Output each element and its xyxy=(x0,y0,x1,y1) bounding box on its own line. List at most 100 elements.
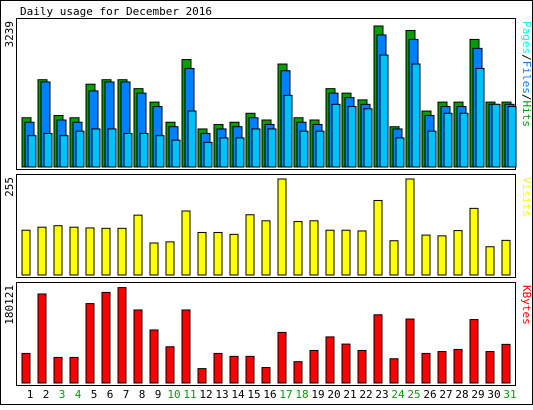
pages-bar-day-29 xyxy=(475,68,485,168)
kbytes-bar-day-17 xyxy=(277,331,287,384)
visits-bar-day-14 xyxy=(229,233,239,276)
pages-bar-day-28 xyxy=(459,112,469,168)
kbytes-bar-day-6 xyxy=(101,291,111,384)
day-label-13: 13 xyxy=(215,388,228,401)
bottom-bars xyxy=(21,287,511,384)
day-label-1: 1 xyxy=(27,388,34,401)
pages-bar-day-6 xyxy=(107,128,117,168)
legend-kbytes: KBytes xyxy=(520,285,533,325)
middle-max-label: 255 xyxy=(3,177,16,197)
pages-bar-day-19 xyxy=(315,130,325,168)
visits-bar-day-6 xyxy=(101,227,111,276)
day-label-29: 29 xyxy=(471,388,484,401)
pages-bar-day-8 xyxy=(139,132,149,168)
day-label-25: 25 xyxy=(407,388,420,401)
kbytes-bar-day-23 xyxy=(373,314,383,384)
kbytes-bar-day-10 xyxy=(165,346,175,384)
pages-bar-day-11 xyxy=(187,110,197,168)
day-label-7: 7 xyxy=(123,388,130,401)
pages-bar-day-4 xyxy=(75,130,85,168)
pages-bar-day-17 xyxy=(283,94,293,168)
pages-bar-day-12 xyxy=(203,141,213,168)
visits-bar-day-1 xyxy=(21,229,31,276)
day-label-22: 22 xyxy=(359,388,372,401)
top-bars xyxy=(21,25,517,168)
visits-bar-day-21 xyxy=(341,229,351,276)
visits-bar-day-7 xyxy=(117,227,127,276)
kbytes-bar-day-25 xyxy=(405,318,415,384)
pages-bar-day-14 xyxy=(235,137,245,168)
day-label-9: 9 xyxy=(155,388,162,401)
day-label-24: 24 xyxy=(391,388,405,401)
kbytes-bar-day-26 xyxy=(421,352,431,384)
kbytes-bar-day-15 xyxy=(245,355,255,384)
day-label-16: 16 xyxy=(263,388,276,401)
legend-files: Files xyxy=(520,61,533,94)
kbytes-bar-day-1 xyxy=(21,352,31,384)
kbytes-bar-day-5 xyxy=(85,303,95,384)
pages-bar-day-24 xyxy=(395,137,405,168)
kbytes-bar-day-19 xyxy=(309,349,319,384)
pages-bar-day-22 xyxy=(363,108,373,168)
visits-bar-day-29 xyxy=(469,207,479,276)
kbytes-bar-day-27 xyxy=(437,351,447,384)
pages-bar-day-10 xyxy=(171,139,181,168)
pages-bar-day-27 xyxy=(443,112,453,168)
day-label-23: 23 xyxy=(375,388,388,401)
bottom-max-label: 180121 xyxy=(3,285,16,325)
kbytes-bar-day-22 xyxy=(357,349,367,384)
kbytes-bar-day-24 xyxy=(389,358,399,384)
legend-visits: Visits xyxy=(520,177,533,217)
kbytes-bar-day-20 xyxy=(325,336,335,384)
kbytes-bar-day-30 xyxy=(485,351,495,384)
day-label-26: 26 xyxy=(423,388,436,401)
kbytes-bar-day-16 xyxy=(261,367,271,384)
pages-bar-day-15 xyxy=(251,128,261,168)
pages-bar-day-18 xyxy=(299,130,309,168)
visits-bar-day-20 xyxy=(325,229,335,276)
pages-bar-day-16 xyxy=(267,128,277,168)
visits-bar-day-24 xyxy=(389,240,399,276)
kbytes-bar-day-8 xyxy=(133,309,143,384)
top-max-label: 3239 xyxy=(3,21,16,48)
visits-bar-day-19 xyxy=(309,220,319,276)
visits-bar-day-17 xyxy=(277,178,287,276)
kbytes-bar-day-11 xyxy=(181,309,191,384)
kbytes-bar-day-12 xyxy=(197,368,207,384)
day-label-12: 12 xyxy=(199,388,212,401)
pages-bar-day-7 xyxy=(123,132,133,168)
visits-bar-day-30 xyxy=(485,246,495,276)
legend-hits: Hits xyxy=(520,101,533,128)
day-label-20: 20 xyxy=(327,388,340,401)
day-label-8: 8 xyxy=(139,388,146,401)
pages-bar-day-26 xyxy=(427,130,437,168)
kbytes-bar-day-13 xyxy=(213,352,223,384)
chart-title: Daily usage for December 2016 xyxy=(20,5,212,18)
visits-bar-day-5 xyxy=(85,227,95,276)
pages-bar-day-13 xyxy=(219,137,229,168)
visits-bar-day-16 xyxy=(261,220,271,276)
middle-bars xyxy=(21,178,511,276)
legend-pages: Pages xyxy=(520,21,533,54)
kbytes-bar-day-29 xyxy=(469,319,479,384)
visits-bar-day-28 xyxy=(453,230,463,276)
day-label-17: 17 xyxy=(279,388,292,401)
pages-bar-day-23 xyxy=(379,54,389,168)
pages-bar-day-1 xyxy=(27,135,37,168)
pages-bar-day-25 xyxy=(411,63,421,168)
visits-bar-day-15 xyxy=(245,214,255,276)
legend-sep-2: / xyxy=(520,94,533,101)
visits-bar-day-8 xyxy=(133,214,143,276)
visits-bar-day-4 xyxy=(69,226,79,276)
day-label-5: 5 xyxy=(91,388,98,401)
day-label-10: 10 xyxy=(167,388,180,401)
top-legend: Pages/Files/Hits xyxy=(520,21,533,127)
visits-bar-day-12 xyxy=(197,231,207,276)
day-label-18: 18 xyxy=(295,388,308,401)
visits-bar-day-25 xyxy=(405,178,415,276)
visits-bar-day-31 xyxy=(501,239,511,276)
day-label-15: 15 xyxy=(247,388,260,401)
visits-bar-day-11 xyxy=(181,210,191,276)
visits-bar-day-18 xyxy=(293,221,303,276)
